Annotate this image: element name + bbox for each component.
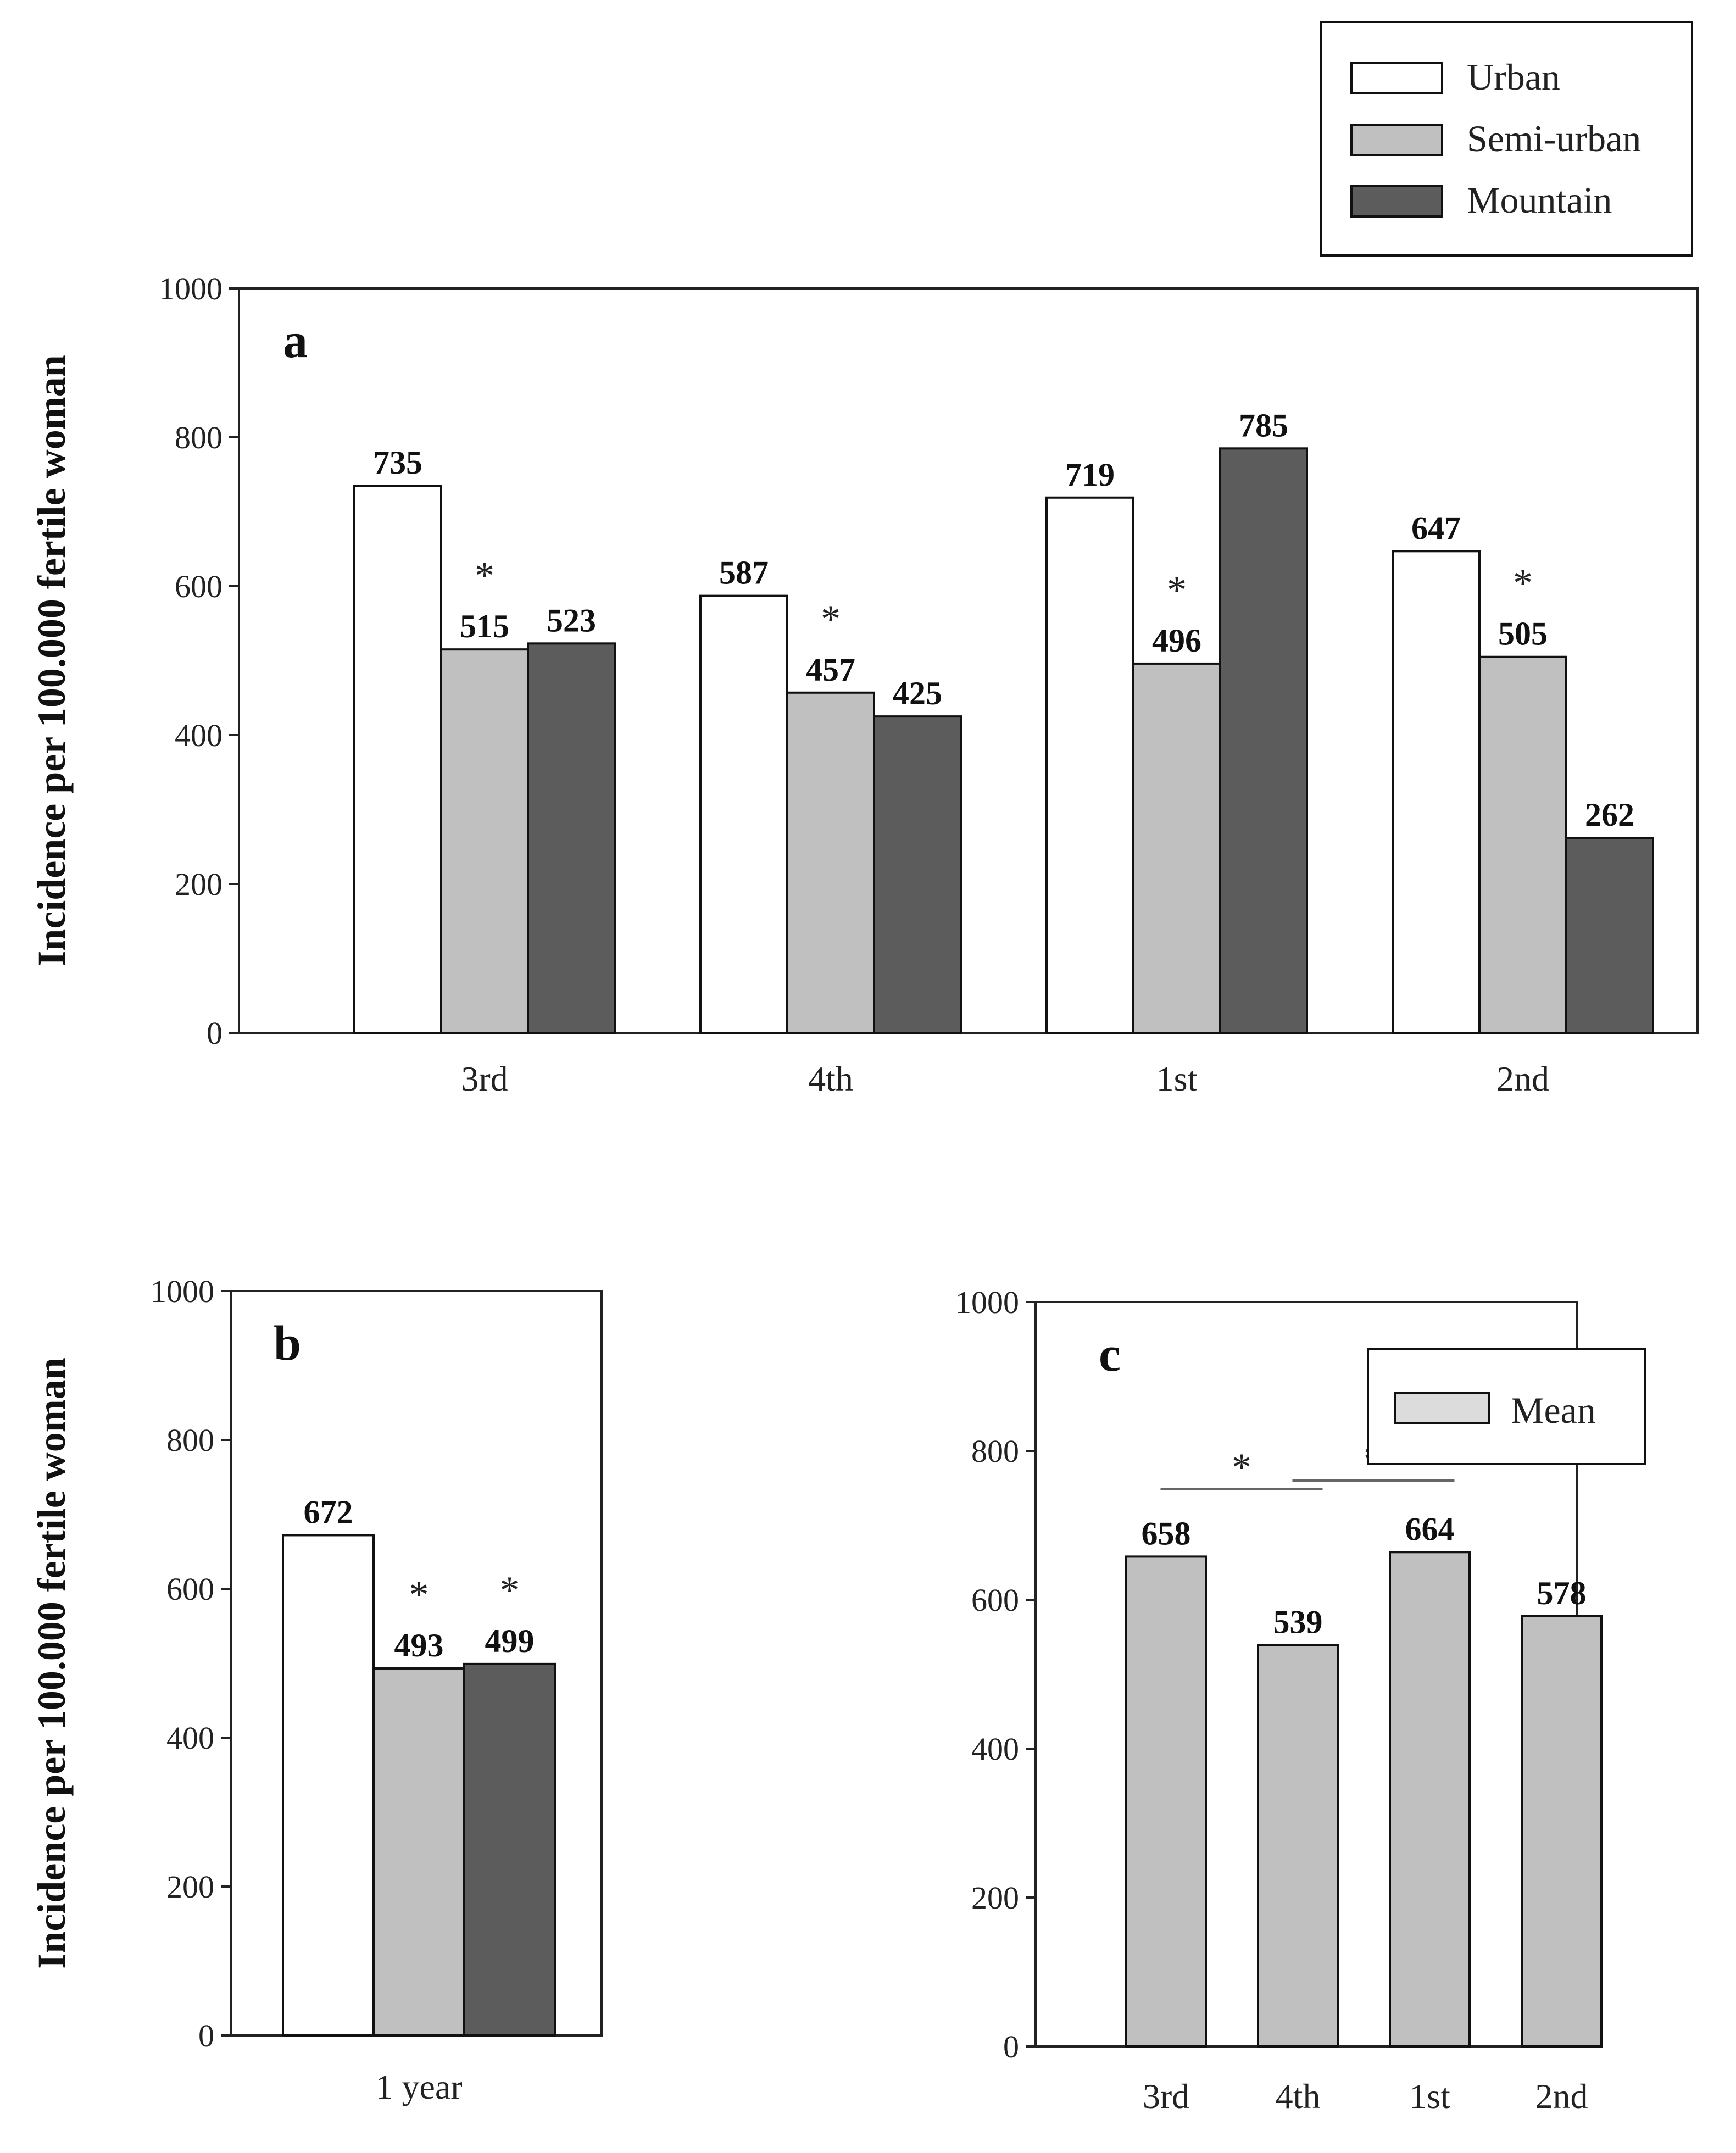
data-label: 664 (1405, 1511, 1455, 1547)
significance-star: * (500, 1568, 520, 1612)
bar-urban-3rd (353, 485, 442, 1034)
y-tick-label: 1000 (159, 271, 222, 307)
y-tick-label: 800 (971, 1433, 1019, 1469)
data-label: 262 (1585, 797, 1634, 833)
data-label: 587 (719, 555, 769, 591)
significance-star: * (409, 1573, 429, 1617)
panel-label-a: a (283, 314, 308, 368)
significance-star: * (1513, 561, 1533, 605)
legend-label: Mountain (1467, 179, 1612, 221)
data-label: 493 (394, 1627, 444, 1664)
y-tick-label: 0 (198, 2018, 214, 2054)
bar-mountain (463, 1662, 556, 2037)
panel-a-bars: 735 515 * 523 3rd 587 457 * 425 4th 719 496 * 785 1st 6… (353, 407, 1654, 1098)
bar-mountain-4th (873, 715, 962, 1034)
data-label: 515 (460, 608, 509, 644)
x-category-label: 1st (1156, 1059, 1198, 1098)
data-label: 735 (373, 444, 422, 481)
y-tick-label: 1000 (955, 1284, 1019, 1320)
bar-urban-2nd (1392, 550, 1481, 1034)
y-tick-label: 200 (175, 866, 222, 902)
bar-semi-urban (372, 1667, 465, 2037)
legend-swatch-semi-urban (1350, 124, 1443, 156)
y-tick-label: 800 (175, 420, 222, 455)
data-label: 785 (1239, 407, 1288, 443)
y-tick-label: 200 (166, 1869, 214, 1905)
y-tick-label: 1000 (151, 1273, 214, 1309)
bar-urban-4th (699, 594, 788, 1034)
bar-semi-urban-3rd (440, 648, 529, 1034)
legend-label: Semi-urban (1467, 118, 1641, 159)
panel-label-c: c (1099, 1327, 1121, 1382)
panel-0-axes: 0 200 400 600 800 1000 (159, 271, 1699, 1051)
bar-mean-1st (1389, 1551, 1471, 2048)
panel-label-b: b (274, 1316, 301, 1371)
x-category-label: 1 year (375, 2067, 462, 2106)
legend: Urban Semi-urban Mountain (1320, 21, 1693, 257)
significance-star: * (1232, 1445, 1251, 1489)
legend-swatch-mountain (1350, 185, 1443, 218)
x-category-label: 4th (808, 1059, 853, 1098)
data-label: 457 (806, 652, 855, 688)
y-tick-label: 0 (1003, 2029, 1019, 2065)
bar-semi-urban-2nd (1478, 655, 1567, 1034)
x-category-label: 3rd (461, 1059, 508, 1098)
y-tick-label: 600 (166, 1571, 214, 1607)
data-label: 658 (1142, 1515, 1191, 1551)
y-axis-title: Incidence per 100.000 fertile woman (30, 355, 74, 966)
panel-0-frame (238, 287, 1699, 1034)
bar-urban (282, 1534, 375, 2037)
bar-semi-urban-4th (786, 691, 875, 1034)
data-label: 719 (1065, 457, 1115, 493)
panel-1-axes: 0 200 400 600 800 1000 (151, 1273, 603, 2054)
data-label: 523 (547, 602, 596, 638)
bar-semi-urban-1st (1132, 662, 1221, 1034)
legend-swatch-urban (1350, 62, 1443, 94)
y-tick-label: 400 (971, 1731, 1019, 1767)
legend-label: Mean (1511, 1389, 1596, 1431)
y-tick-label: 600 (971, 1582, 1019, 1618)
bar-mean-2nd (1521, 1615, 1603, 2048)
y-axis-title-b: Incidence per 100.000 fertile woman (30, 1358, 74, 1968)
bar-mountain-1st (1219, 447, 1308, 1034)
y-tick-label: 0 (207, 1015, 222, 1051)
data-label: 505 (1498, 616, 1548, 652)
x-category-label: 1st (1409, 2077, 1450, 2116)
significance-star: * (821, 597, 841, 641)
y-tick-label: 600 (175, 569, 222, 604)
data-label: 539 (1273, 1604, 1323, 1640)
significance-star: * (475, 554, 494, 598)
data-label: 499 (485, 1623, 535, 1659)
y-tick-label: 800 (166, 1422, 214, 1458)
x-category-label: 4th (1276, 2077, 1321, 2116)
y-tick-label: 200 (971, 1880, 1019, 1916)
y-tick-label: 400 (166, 1720, 214, 1756)
x-category-label: 3rd (1143, 2077, 1189, 2116)
bar-mean-4th (1257, 1644, 1339, 2048)
x-category-label: 2nd (1535, 2077, 1588, 2116)
bar-mean-3rd (1125, 1555, 1207, 2048)
data-label: 647 (1411, 510, 1461, 546)
data-label: 578 (1537, 1575, 1587, 1611)
bar-mountain-2nd (1565, 836, 1654, 1034)
bar-urban-1st (1045, 496, 1134, 1034)
legend-swatch-mean (1394, 1392, 1490, 1424)
panel-b-bars: 672 493 * 499 * 1 year (282, 1494, 556, 2106)
bar-mountain-3rd (527, 642, 616, 1034)
significance-star: * (1167, 568, 1187, 612)
x-category-label: 2nd (1496, 1059, 1549, 1098)
legend-c: Mean (1367, 1348, 1646, 1465)
legend-label: Urban (1467, 56, 1560, 98)
data-label: 672 (304, 1494, 353, 1530)
data-label: 425 (893, 675, 942, 711)
y-tick-label: 400 (175, 717, 222, 753)
data-label: 496 (1152, 622, 1201, 659)
